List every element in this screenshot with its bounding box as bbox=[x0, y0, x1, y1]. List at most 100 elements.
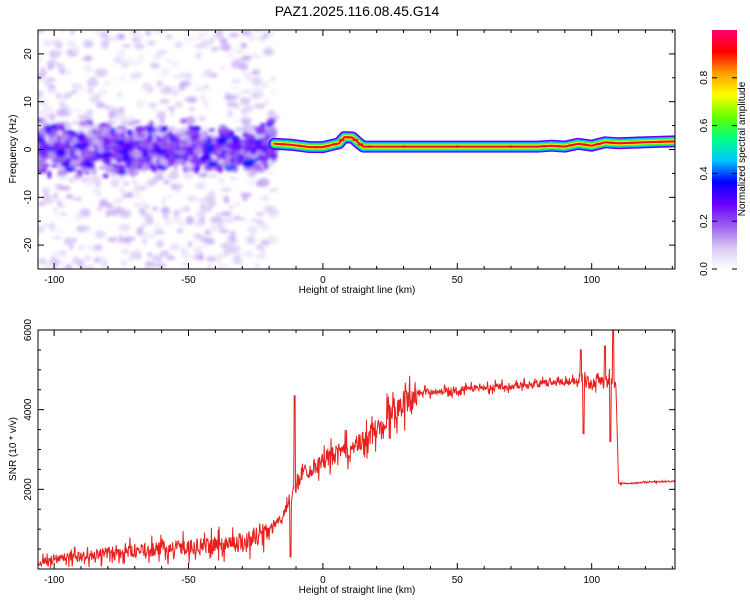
noise-blob bbox=[67, 41, 76, 46]
noise-blob bbox=[268, 187, 279, 193]
colorbar-tick-label: 0.4 bbox=[699, 166, 710, 180]
noise-blob bbox=[230, 230, 236, 236]
noise-blob bbox=[66, 263, 72, 269]
noise-blob bbox=[156, 80, 164, 88]
noise-blob bbox=[44, 262, 52, 269]
noise-blob bbox=[176, 228, 184, 234]
noise-blob bbox=[143, 212, 153, 221]
noise-blob bbox=[165, 34, 173, 40]
noise-blob bbox=[38, 226, 45, 234]
signal-track bbox=[268, 131, 675, 154]
signal-hotspot bbox=[352, 138, 359, 142]
noise-blob bbox=[152, 206, 158, 212]
noise-blob bbox=[94, 181, 102, 188]
noise-blob bbox=[194, 245, 202, 253]
spectrogram-heatmap bbox=[38, 30, 675, 269]
noise-blob bbox=[64, 166, 76, 172]
noise-blob bbox=[216, 252, 228, 259]
noise-blob bbox=[200, 204, 213, 213]
noise-blob bbox=[102, 173, 109, 178]
noise-blob bbox=[110, 145, 120, 151]
noise-blob bbox=[101, 126, 111, 134]
noise-blob bbox=[221, 43, 231, 52]
noise-blob bbox=[38, 73, 45, 81]
noise-blob bbox=[79, 225, 91, 232]
noise-blob bbox=[38, 30, 45, 33]
noise-blob bbox=[39, 117, 47, 127]
noise-blob bbox=[140, 141, 151, 148]
noise-blob bbox=[135, 140, 141, 145]
noise-blob bbox=[170, 85, 178, 92]
y-tick-label: 6000 bbox=[23, 318, 34, 341]
noise-blob bbox=[243, 124, 251, 133]
noise-blob bbox=[239, 139, 250, 143]
noise-blob bbox=[41, 165, 48, 174]
noise-blob bbox=[86, 130, 95, 139]
noise-blob bbox=[264, 150, 276, 157]
noise-blob bbox=[207, 174, 218, 178]
noise-blob bbox=[116, 49, 126, 59]
noise-blob bbox=[130, 30, 138, 35]
colorbar-tick-label: 0.2 bbox=[699, 214, 710, 228]
noise-blob bbox=[237, 91, 242, 99]
x-tick-label: 50 bbox=[452, 275, 464, 286]
noise-blob bbox=[226, 102, 238, 107]
noise-blob bbox=[215, 217, 224, 225]
x-tick-label: 0 bbox=[320, 575, 326, 586]
noise-blob bbox=[199, 154, 209, 163]
noise-blob bbox=[94, 154, 102, 159]
noise-blob bbox=[252, 30, 263, 33]
spectrogram-ylabel: Frequency (Hz) bbox=[8, 115, 19, 184]
signal-hotspot bbox=[608, 141, 615, 144]
noise-blob bbox=[231, 86, 240, 90]
noise-blob bbox=[111, 150, 120, 160]
noise-blob bbox=[141, 238, 148, 245]
noise-blob bbox=[217, 177, 226, 185]
noise-blob bbox=[89, 138, 99, 146]
noise-blob bbox=[53, 61, 64, 68]
noise-blob bbox=[202, 126, 211, 131]
noise-blob bbox=[121, 43, 132, 49]
noise-blob bbox=[84, 255, 91, 261]
noise-blob bbox=[204, 195, 216, 204]
noise-blob bbox=[241, 89, 251, 94]
noise-blob bbox=[79, 82, 85, 91]
noise-blob bbox=[230, 79, 242, 84]
noise-blob bbox=[70, 161, 81, 165]
noise-blob bbox=[38, 55, 44, 63]
noise-blob bbox=[146, 233, 156, 239]
noise-blob bbox=[46, 114, 52, 119]
noise-blob bbox=[46, 60, 53, 69]
noise-blob bbox=[152, 135, 157, 143]
noise-blob bbox=[219, 158, 224, 163]
x-tick-label: 50 bbox=[452, 575, 464, 586]
noise-blob bbox=[248, 33, 256, 42]
noise-blob bbox=[105, 35, 111, 42]
noise-blob bbox=[143, 221, 150, 225]
noise-blob bbox=[74, 172, 80, 181]
noise-blob bbox=[38, 127, 46, 136]
noise-blob bbox=[100, 39, 105, 46]
noise-blob bbox=[56, 174, 68, 180]
noise-blob bbox=[169, 136, 175, 142]
noise-blob bbox=[38, 99, 48, 106]
noise-blob bbox=[121, 119, 127, 128]
noise-blob bbox=[244, 105, 255, 112]
signal-hotspot bbox=[332, 143, 338, 146]
noise-blob bbox=[118, 234, 123, 244]
noise-blob bbox=[44, 145, 48, 152]
noise-blob bbox=[118, 209, 131, 219]
noise-blob bbox=[104, 79, 110, 87]
noise-blob bbox=[42, 80, 53, 87]
noise-blob bbox=[228, 33, 240, 38]
x-tick-label: 100 bbox=[583, 575, 600, 586]
y-tick-label: 10 bbox=[23, 96, 34, 108]
noise-blob bbox=[38, 258, 47, 265]
noise-blob bbox=[147, 40, 156, 46]
noise-blob bbox=[233, 58, 244, 65]
noise-blob bbox=[164, 219, 174, 226]
noise-blob bbox=[255, 180, 264, 187]
noise-blob bbox=[141, 163, 151, 169]
noise-blob bbox=[239, 97, 251, 105]
